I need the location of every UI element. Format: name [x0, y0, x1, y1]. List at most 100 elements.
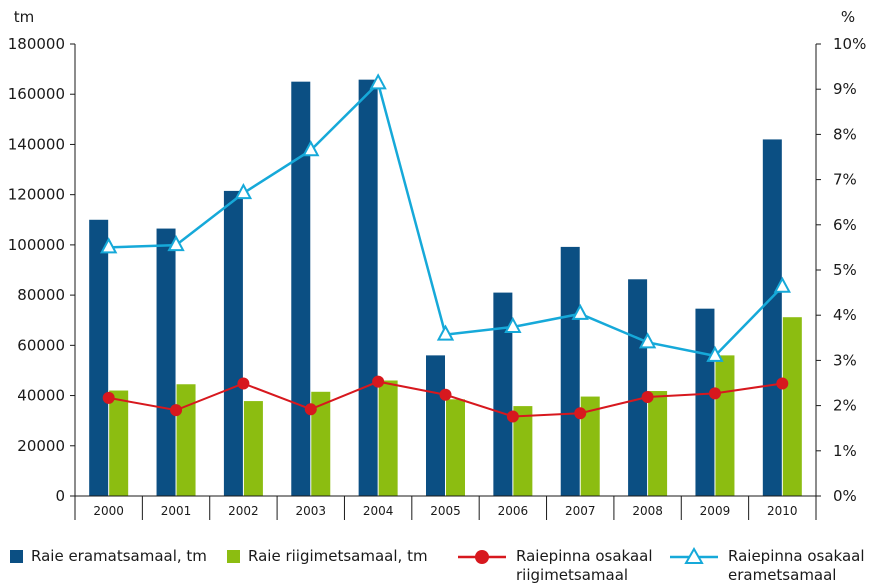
- marker-state: [506, 410, 519, 423]
- legend-swatch-state: [227, 550, 240, 563]
- legend-item-state-bars: Raie riigimetsamaal, tm: [227, 547, 428, 566]
- x-tick-label: 2002: [228, 504, 259, 518]
- legend-label-state-line: Raiepinna osakaal riigimetsamaal: [516, 547, 653, 585]
- x-axis-ticks: 2000 2001 2002 2003 2004 2005 2006 2007 2008 2009…: [74, 496, 817, 520]
- bar-private: [291, 81, 311, 497]
- x-tick-label: 2003: [295, 504, 326, 518]
- bar-private: [762, 139, 782, 496]
- bar-state: [311, 391, 331, 496]
- right-tick-label: 0%: [833, 487, 857, 505]
- legend-item-state-line: Raiepinna osakaal riigimetsamaal: [458, 547, 653, 585]
- bar-private: [89, 219, 109, 496]
- marker-private: [773, 276, 791, 293]
- x-tick-label: 2005: [430, 504, 461, 518]
- x-tick-label: 2001: [161, 504, 192, 518]
- legend-label-state-line-1: Raiepinna osakaal: [516, 547, 653, 565]
- bar-state: [243, 401, 263, 496]
- marker-state: [102, 391, 115, 404]
- left-tick-label: 180000: [8, 35, 65, 53]
- marker-state: [304, 403, 317, 416]
- x-tick-label: 2006: [498, 504, 529, 518]
- legend-line-state-icon: [458, 550, 506, 564]
- line-private: [108, 80, 784, 358]
- marker-private: [167, 235, 185, 252]
- x-tick-label: 2009: [700, 504, 731, 518]
- left-tick-label: 20000: [17, 437, 65, 455]
- bar-private: [493, 292, 513, 496]
- left-tick-label: 160000: [8, 85, 65, 103]
- left-axis-ticks: 0 20000 40000 60000 80000 100000 120000 140000 1…: [8, 35, 75, 505]
- legend-label-private-line-2: erametsamaal: [728, 566, 837, 584]
- left-tick-label: 140000: [8, 135, 65, 153]
- right-axis-ticks: 0% 1% 2% 3% 4% 5% 6% 7% 8% 9% 10%: [816, 35, 866, 505]
- bar-state: [782, 317, 802, 496]
- right-tick-label: 6%: [833, 216, 857, 234]
- marker-state: [641, 391, 654, 404]
- x-tick-label: 2000: [93, 504, 124, 518]
- right-tick-label: 5%: [833, 261, 857, 279]
- bar-private: [358, 79, 378, 496]
- right-tick-label: 4%: [833, 306, 857, 324]
- bar-state: [513, 406, 533, 496]
- bars: [89, 79, 802, 497]
- legend-label-state: Raie riigimetsamaal, tm: [248, 547, 428, 565]
- marker-private: [369, 73, 387, 90]
- bar-state: [109, 390, 129, 496]
- right-axis-unit: %: [841, 8, 855, 26]
- right-tick-label: 10%: [833, 35, 866, 53]
- marker-private: [234, 183, 253, 200]
- bar-private: [156, 228, 176, 497]
- x-tick-label: 2004: [363, 504, 394, 518]
- right-tick-label: 7%: [833, 171, 857, 189]
- right-tick-label: 9%: [833, 80, 857, 98]
- legend-line-private-icon: [670, 547, 718, 564]
- marker-private: [571, 303, 589, 320]
- legend-label-state-line-2: riigimetsamaal: [516, 566, 629, 584]
- left-tick-label: 0: [55, 487, 65, 505]
- right-tick-label: 1%: [833, 442, 857, 460]
- right-tick-label: 3%: [833, 351, 857, 369]
- bar-private: [560, 246, 580, 496]
- right-tick-label: 8%: [833, 125, 857, 143]
- marker-state: [776, 377, 789, 390]
- combo-chart: 0 20000 40000 60000 80000 100000 120000 140000 1…: [8, 8, 866, 520]
- bar-private: [426, 355, 445, 496]
- bar-private: [628, 279, 648, 496]
- x-tick-label: 2010: [767, 504, 798, 518]
- bar-state: [446, 399, 465, 496]
- marker-private: [638, 332, 657, 349]
- marker-private: [706, 345, 724, 362]
- left-tick-label: 40000: [17, 387, 65, 405]
- bar-state: [580, 396, 600, 496]
- left-tick-label: 60000: [17, 336, 65, 354]
- marker-state: [574, 407, 587, 420]
- marker-private: [436, 324, 455, 341]
- marker-private: [504, 316, 522, 333]
- legend-label-private-line-1: Raiepinna osakaal: [728, 547, 865, 565]
- bar-state: [378, 380, 398, 496]
- bar-state: [715, 355, 735, 496]
- marker-private: [100, 237, 118, 254]
- marker-state: [708, 387, 721, 400]
- bar-state: [648, 391, 668, 496]
- bar-private: [695, 308, 715, 496]
- legend-item-private-line: Raiepinna osakaal erametsamaal: [670, 547, 865, 585]
- lines: [100, 73, 791, 423]
- legend-label-private: Raie eramatsamaal, tm: [31, 547, 207, 565]
- legend-label-private-line: Raiepinna osakaal erametsamaal: [728, 547, 865, 585]
- axes: [74, 44, 817, 497]
- bar-private: [223, 190, 243, 496]
- marker-state: [439, 388, 452, 401]
- marker-state: [170, 404, 183, 417]
- right-tick-label: 2%: [833, 397, 857, 415]
- x-tick-label: 2007: [565, 504, 596, 518]
- x-tick-label: 2008: [632, 504, 663, 518]
- marker-state: [372, 375, 385, 388]
- left-axis-unit: tm: [14, 8, 35, 26]
- left-tick-label: 100000: [8, 236, 65, 254]
- marker-state: [237, 377, 250, 390]
- left-tick-label: 80000: [17, 286, 65, 304]
- bar-state: [176, 384, 196, 496]
- legend-swatch-private: [10, 550, 23, 563]
- marker-private: [302, 140, 320, 157]
